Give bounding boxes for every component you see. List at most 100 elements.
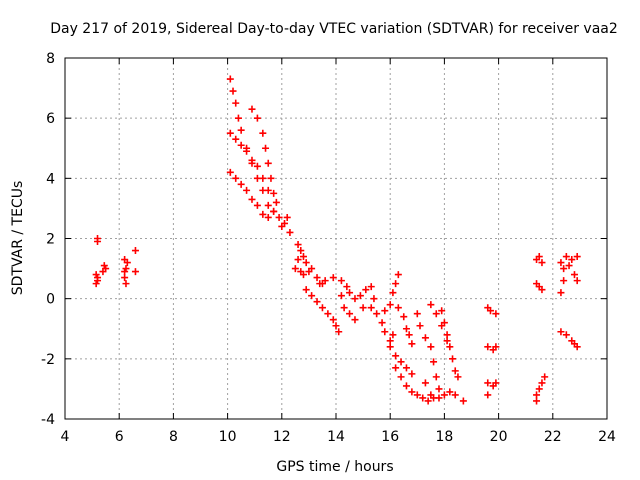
y-tick-label: 2	[46, 232, 55, 248]
data-point	[568, 256, 576, 264]
data-point	[573, 253, 581, 261]
data-point	[294, 241, 302, 249]
data-point	[253, 201, 261, 209]
data-point	[278, 222, 286, 230]
data-point	[492, 379, 500, 387]
data-point	[356, 292, 364, 300]
x-tick-label: 20	[490, 429, 508, 445]
data-point	[121, 274, 129, 282]
data-point	[397, 358, 405, 366]
data-point	[262, 144, 270, 152]
data-point	[329, 274, 337, 282]
data-point	[237, 141, 245, 149]
data-point	[131, 247, 139, 255]
data-point	[313, 298, 321, 306]
data-point	[237, 126, 245, 134]
data-point	[427, 343, 435, 351]
data-point	[541, 373, 549, 381]
chart-title: Day 217 of 2019, Sidereal Day-to-day VTE…	[50, 21, 618, 37]
data-point	[397, 373, 405, 381]
data-point	[299, 271, 307, 279]
x-tick-label: 14	[327, 429, 345, 445]
data-point	[413, 310, 421, 318]
data-point	[570, 340, 578, 348]
data-point	[359, 304, 367, 312]
data-point	[435, 394, 443, 402]
data-point	[535, 385, 543, 393]
data-point	[402, 325, 410, 333]
data-point	[94, 238, 102, 246]
data-point	[421, 334, 429, 342]
data-point	[562, 253, 570, 261]
data-point	[283, 213, 291, 221]
data-point	[343, 283, 351, 291]
data-point	[329, 316, 337, 324]
data-point	[346, 310, 354, 318]
data-point	[443, 331, 451, 339]
data-point	[313, 274, 321, 282]
data-point	[302, 259, 310, 267]
data-point	[232, 99, 240, 107]
data-point	[226, 129, 234, 137]
data-point	[459, 397, 467, 405]
data-point	[427, 391, 435, 399]
data-point	[451, 367, 459, 375]
data-point	[226, 75, 234, 83]
data-point	[438, 322, 446, 330]
data-point	[435, 385, 443, 393]
data-point	[394, 304, 402, 312]
data-point	[370, 295, 378, 303]
data-point	[386, 301, 394, 309]
x-tick-label: 4	[61, 429, 70, 445]
data-point	[560, 277, 568, 285]
data-point	[484, 391, 492, 399]
data-point	[492, 310, 500, 318]
data-point	[259, 129, 267, 137]
data-point	[346, 289, 354, 297]
y-tick-label: -4	[41, 412, 55, 428]
data-point	[440, 391, 448, 399]
x-tick-labels: 4 6 8 10 12 14 16 18 20 22 24	[61, 429, 616, 445]
data-point	[486, 307, 494, 315]
x-tick-label: 22	[544, 429, 562, 445]
y-tick-label: -2	[41, 352, 55, 368]
data-point	[386, 337, 394, 345]
data-point	[226, 168, 234, 176]
data-point	[560, 265, 568, 273]
data-point	[402, 382, 410, 390]
x-tick-label: 12	[273, 429, 291, 445]
data-point	[446, 343, 454, 351]
data-point	[264, 186, 272, 194]
data-point	[94, 274, 102, 282]
x-tick-label: 18	[435, 429, 453, 445]
x-tick-label: 6	[115, 429, 124, 445]
data-point	[408, 388, 416, 396]
data-point	[570, 271, 578, 279]
data-point	[264, 213, 272, 221]
data-point	[408, 340, 416, 348]
data-point	[243, 186, 251, 194]
data-point	[484, 379, 492, 387]
data-point	[367, 283, 375, 291]
data-point	[253, 114, 261, 122]
data-point	[121, 268, 129, 276]
data-point	[421, 379, 429, 387]
data-point	[557, 259, 565, 267]
data-point	[392, 280, 400, 288]
x-tick-label: 24	[598, 429, 616, 445]
data-point	[316, 280, 324, 288]
data-point	[92, 280, 100, 288]
y-axis-label: SDTVAR / TECUs	[10, 181, 26, 296]
axis-ticks	[64, 57, 608, 420]
data-points	[92, 75, 581, 405]
data-point	[386, 343, 394, 351]
data-point	[362, 286, 370, 294]
data-point	[248, 105, 256, 113]
data-point	[351, 316, 359, 324]
data-point	[321, 277, 329, 285]
data-point	[432, 310, 440, 318]
data-point	[451, 391, 459, 399]
data-point	[264, 201, 272, 209]
data-point	[337, 292, 345, 300]
